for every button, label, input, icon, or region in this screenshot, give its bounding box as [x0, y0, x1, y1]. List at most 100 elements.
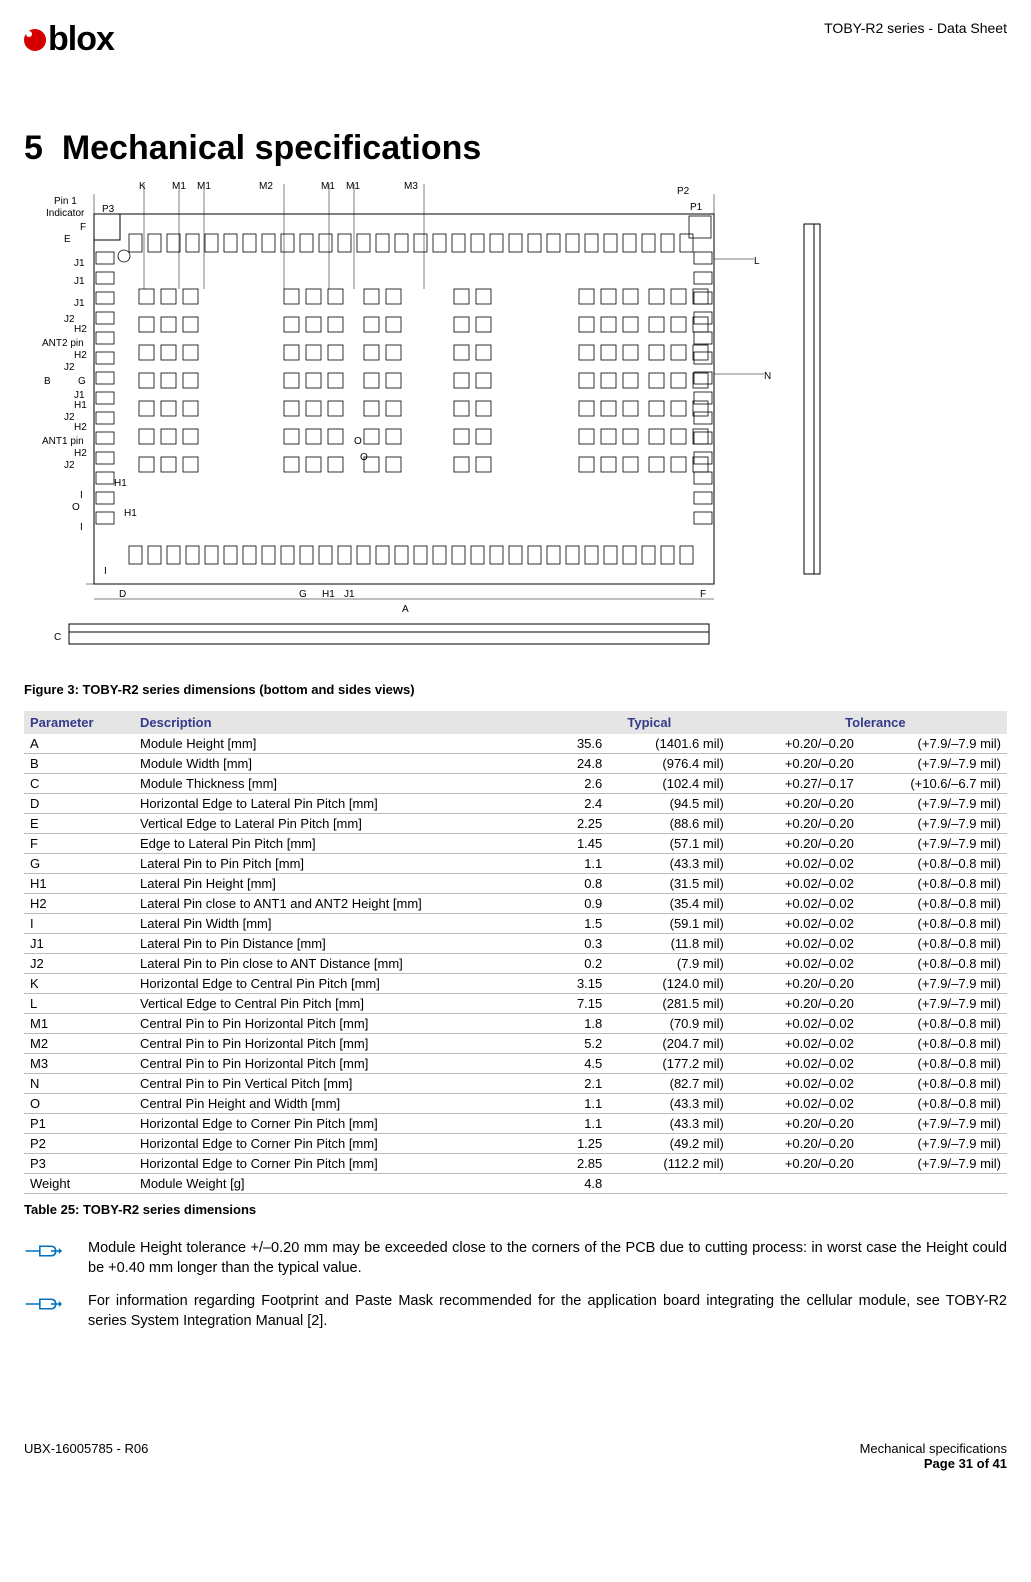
lbl-i3: I — [104, 566, 107, 577]
cell-tol-mil: (+0.8/–0.8 mil) — [860, 894, 1007, 914]
table-row: BModule Width [mm]24.8(976.4 mil)+0.20/–… — [24, 754, 1007, 774]
cell-typ-val: 24.8 — [555, 754, 608, 774]
cell-tol-mm: +0.02/–0.02 — [744, 1054, 860, 1074]
lbl-j2b: J2 — [64, 362, 75, 373]
lbl-d: D — [119, 589, 126, 600]
lbl-m3: M3 — [404, 181, 418, 192]
lbl-m2: M2 — [259, 181, 273, 192]
cell-param: D — [24, 794, 134, 814]
table-row: H2Lateral Pin close to ANT1 and ANT2 Hei… — [24, 894, 1007, 914]
cell-typ-mil: (94.5 mil) — [608, 794, 744, 814]
cell-typ-val: 1.45 — [555, 834, 608, 854]
pointing-hand-icon — [24, 1239, 62, 1263]
cell-tol-mil: (+0.8/–0.8 mil) — [860, 874, 1007, 894]
page-header: blox TOBY-R2 series - Data Sheet — [24, 20, 1007, 59]
lbl-g-left: G — [78, 376, 86, 387]
lbl-h1b: H1 — [114, 478, 127, 489]
lbl-a: A — [402, 604, 409, 615]
table-row: GLateral Pin to Pin Pitch [mm]1.1(43.3 m… — [24, 854, 1007, 874]
cell-param: P2 — [24, 1134, 134, 1154]
table-row: KHorizontal Edge to Central Pin Pitch [m… — [24, 974, 1007, 994]
lbl-m1a: M1 — [172, 181, 186, 192]
cell-tol-mm: +0.27/–0.17 — [744, 774, 860, 794]
lbl-c: C — [54, 632, 61, 643]
cell-desc: Central Pin to Pin Horizontal Pitch [mm] — [134, 1054, 555, 1074]
cell-param: P3 — [24, 1154, 134, 1174]
lbl-h2a: H2 — [74, 324, 87, 335]
lbl-i1: I — [80, 490, 83, 501]
section-number: 5 — [24, 129, 43, 167]
cell-tol-mm: +0.02/–0.02 — [744, 854, 860, 874]
ublox-logo: blox — [24, 20, 114, 59]
cell-param: E — [24, 814, 134, 834]
cell-tol-mil: (+0.8/–0.8 mil) — [860, 1054, 1007, 1074]
table-row: P2Horizontal Edge to Corner Pin Pitch [m… — [24, 1134, 1007, 1154]
lbl-f-bot: F — [700, 589, 706, 600]
cell-param: F — [24, 834, 134, 854]
cell-tol-mm: +0.02/–0.02 — [744, 874, 860, 894]
cell-param: B — [24, 754, 134, 774]
cell-tol-mil: (+7.9/–7.9 mil) — [860, 1114, 1007, 1134]
cell-typ-mil: (1401.6 mil) — [608, 734, 744, 754]
cell-tol-mm: +0.20/–0.20 — [744, 754, 860, 774]
cell-typ-val: 3.15 — [555, 974, 608, 994]
pointing-hand-icon — [24, 1292, 62, 1316]
lbl-j1b: J1 — [74, 276, 85, 287]
cell-typ-mil: (204.7 mil) — [608, 1034, 744, 1054]
cell-typ-mil: (31.5 mil) — [608, 874, 744, 894]
cell-typ-mil — [608, 1174, 744, 1194]
figure-caption: Figure 3: TOBY-R2 series dimensions (bot… — [24, 682, 1007, 697]
footer-page: Page 31 of 41 — [860, 1456, 1007, 1471]
table-row: NCentral Pin to Pin Vertical Pitch [mm]2… — [24, 1074, 1007, 1094]
cell-param: P1 — [24, 1114, 134, 1134]
cell-tol-mil: (+7.9/–7.9 mil) — [860, 994, 1007, 1014]
cell-typ-mil: (11.8 mil) — [608, 934, 744, 954]
footer-right: Mechanical specifications Page 31 of 41 — [860, 1441, 1007, 1471]
table-row: P3Horizontal Edge to Corner Pin Pitch [m… — [24, 1154, 1007, 1174]
lbl-k: K — [139, 181, 146, 192]
lbl-h1c: H1 — [124, 508, 137, 519]
lbl-m1b: M1 — [197, 181, 211, 192]
cell-typ-val: 0.8 — [555, 874, 608, 894]
cell-tol-mil: (+7.9/–7.9 mil) — [860, 754, 1007, 774]
note-1: Module Height tolerance +/–0.20 mm may b… — [24, 1239, 1007, 1278]
table-row: ILateral Pin Width [mm]1.5(59.1 mil)+0.0… — [24, 914, 1007, 934]
cell-tol-mm: +0.02/–0.02 — [744, 894, 860, 914]
table-row: H1Lateral Pin Height [mm]0.8(31.5 mil)+0… — [24, 874, 1007, 894]
cell-typ-val: 7.15 — [555, 994, 608, 1014]
dimensions-table: Parameter Description Typical Tolerance … — [24, 711, 1007, 1194]
lbl-j1-bot: J1 — [344, 589, 355, 600]
lbl-p3: P3 — [102, 204, 115, 215]
th-parameter: Parameter — [24, 711, 134, 734]
cell-typ-val: 5.2 — [555, 1034, 608, 1054]
cell-tol-mm: +0.02/–0.02 — [744, 934, 860, 954]
cell-param: J1 — [24, 934, 134, 954]
cell-tol-mm: +0.20/–0.20 — [744, 994, 860, 1014]
cell-tol-mil: (+0.8/–0.8 mil) — [860, 1074, 1007, 1094]
cell-desc: Lateral Pin to Pin Pitch [mm] — [134, 854, 555, 874]
cell-typ-val: 1.1 — [555, 1114, 608, 1134]
cell-typ-mil: (124.0 mil) — [608, 974, 744, 994]
cell-param: H2 — [24, 894, 134, 914]
table-header-row: Parameter Description Typical Tolerance — [24, 711, 1007, 734]
table-row: M1Central Pin to Pin Horizontal Pitch [m… — [24, 1014, 1007, 1034]
lbl-h1a: H1 — [74, 400, 87, 411]
cell-tol-mm: +0.02/–0.02 — [744, 914, 860, 934]
cell-param: A — [24, 734, 134, 754]
page-footer: UBX-16005785 - R06 Mechanical specificat… — [24, 1441, 1007, 1471]
cell-desc: Module Width [mm] — [134, 754, 555, 774]
cell-typ-mil: (102.4 mil) — [608, 774, 744, 794]
diagram-svg: Pin 1 Indicator P3 K M1 M1 M2 M1 M1 M3 P… — [24, 174, 854, 674]
lbl-l: L — [754, 256, 760, 267]
cell-typ-mil: (43.3 mil) — [608, 854, 744, 874]
cell-tol-mm: +0.02/–0.02 — [744, 1074, 860, 1094]
mechanical-diagram: Pin 1 Indicator P3 K M1 M1 M2 M1 M1 M3 P… — [24, 174, 854, 674]
cell-typ-val: 2.85 — [555, 1154, 608, 1174]
cell-desc: Edge to Lateral Pin Pitch [mm] — [134, 834, 555, 854]
lbl-j1a: J1 — [74, 258, 85, 269]
note-2-text: For information regarding Footprint and … — [88, 1292, 1007, 1331]
cell-typ-mil: (70.9 mil) — [608, 1014, 744, 1034]
section-title: Mechanical specifications — [62, 129, 482, 167]
table-row: DHorizontal Edge to Lateral Pin Pitch [m… — [24, 794, 1007, 814]
lbl-h2d: H2 — [74, 448, 87, 459]
